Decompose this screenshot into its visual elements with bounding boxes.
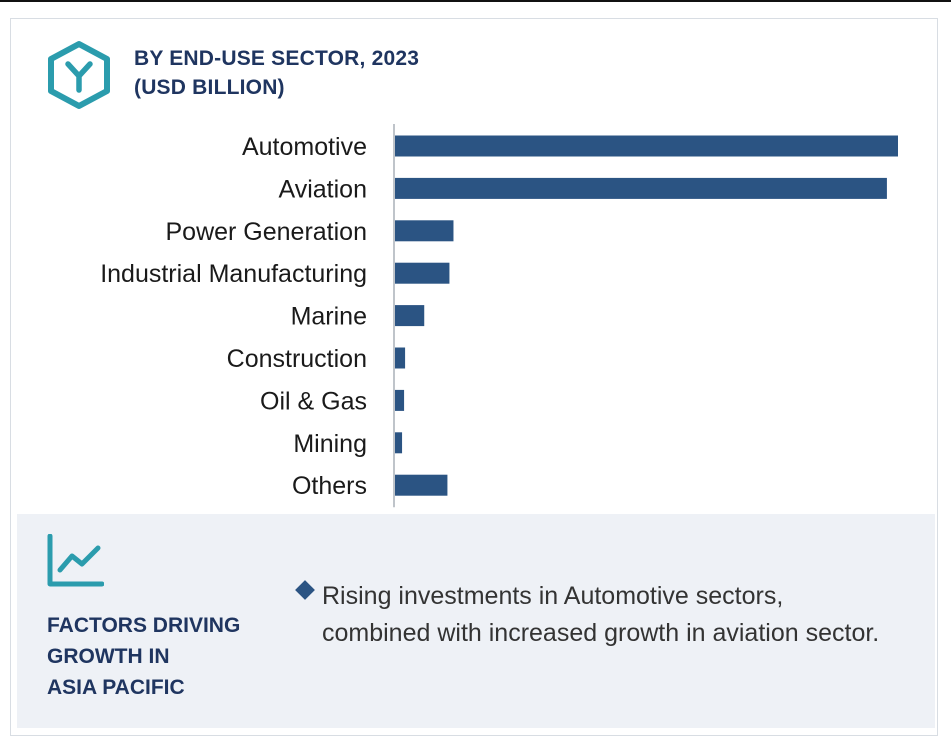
top-rule bbox=[0, 0, 951, 2]
bar-construction bbox=[394, 347, 406, 369]
factors-title-line-1: FACTORS DRIVING bbox=[47, 614, 241, 637]
bar-aviation bbox=[394, 177, 887, 199]
hexagon-y-icon bbox=[48, 41, 110, 109]
bars bbox=[394, 135, 898, 496]
bar-mining bbox=[394, 432, 403, 454]
chart-subtitle-line: (USD BILLION) bbox=[134, 76, 285, 99]
category-label-industrial-manufacturing: Industrial Manufacturing bbox=[100, 260, 367, 288]
category-labels: Automotive Aviation Power Generation Indust… bbox=[100, 133, 367, 500]
bar-power-generation bbox=[394, 220, 454, 242]
category-label-power-generation: Power Generation bbox=[165, 218, 367, 246]
factors-panel bbox=[17, 514, 935, 728]
category-label-oil-gas: Oil & Gas bbox=[260, 387, 367, 415]
bar-marine bbox=[394, 305, 425, 327]
category-label-marine: Marine bbox=[291, 303, 367, 331]
factors-title-line-3: ASIA PACIFIC bbox=[47, 676, 185, 699]
factors-title: FACTORS DRIVING GROWTH IN ASIA PACIFIC bbox=[47, 610, 287, 703]
bar-industrial-manufacturing bbox=[394, 262, 450, 284]
bar-chart: Automotive Aviation Power Generation Indust… bbox=[100, 124, 898, 508]
category-label-automotive: Automotive bbox=[242, 133, 367, 161]
category-label-mining: Mining bbox=[293, 430, 367, 458]
bar-automotive bbox=[394, 135, 898, 157]
factor-bullet: Rising investments in Automotive sectors… bbox=[295, 578, 896, 652]
chart-title: BY END-USE SECTOR, 2023 (USD BILLION) bbox=[134, 44, 554, 102]
category-label-aviation: Aviation bbox=[279, 175, 368, 203]
line-chart-icon bbox=[47, 534, 104, 587]
chart-title-line: BY END-USE SECTOR, 2023 bbox=[134, 47, 420, 70]
factor-bullet-text: Rising investments in Automotive sectors… bbox=[322, 582, 880, 647]
factors-title-line-2: GROWTH IN bbox=[47, 645, 170, 668]
bar-oil-gas bbox=[394, 389, 405, 411]
category-label-construction: Construction bbox=[227, 345, 367, 373]
bar-others bbox=[394, 474, 448, 496]
category-label-others: Others bbox=[292, 472, 367, 500]
diamond-icon bbox=[295, 580, 315, 600]
